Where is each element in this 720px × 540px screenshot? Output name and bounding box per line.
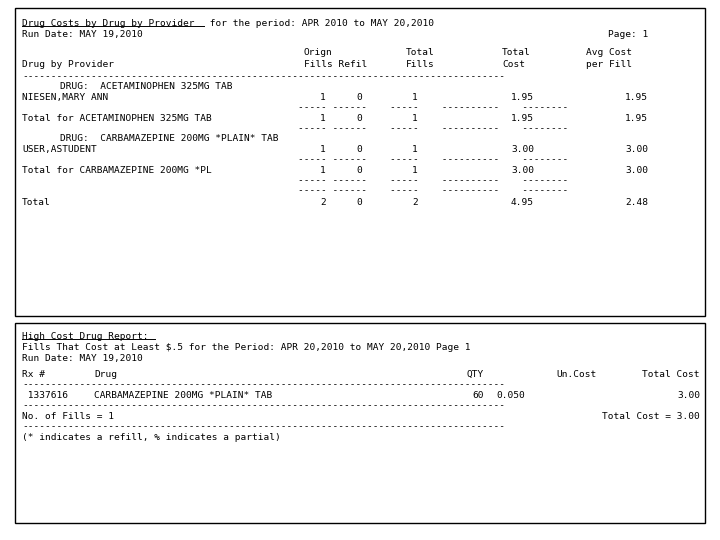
Text: Total: Total — [502, 48, 531, 57]
Text: 1: 1 — [320, 145, 326, 154]
Text: Avg Cost: Avg Cost — [586, 48, 632, 57]
Text: 0: 0 — [356, 114, 362, 123]
Text: 60: 60 — [472, 391, 484, 400]
Text: 1: 1 — [320, 114, 326, 123]
Text: Drug Costs by Drug by Provider: Drug Costs by Drug by Provider — [22, 19, 194, 28]
Text: DRUG:  ACETAMINOPHEN 325MG TAB: DRUG: ACETAMINOPHEN 325MG TAB — [60, 82, 233, 91]
Text: CARBAMAZEPINE 200MG *PLAIN* TAB: CARBAMAZEPINE 200MG *PLAIN* TAB — [94, 391, 272, 400]
Text: Fills Refil: Fills Refil — [304, 60, 367, 69]
Text: --------------------------------------------------------------------------------: ----------------------------------------… — [22, 380, 505, 389]
Text: Drug: Drug — [94, 370, 117, 379]
Bar — [15, 323, 705, 523]
Text: 1: 1 — [320, 93, 326, 102]
Text: 2: 2 — [320, 198, 326, 207]
Text: No. of Fills = 1: No. of Fills = 1 — [22, 412, 114, 421]
Text: Total for ACETAMINOPHEN 325MG TAB: Total for ACETAMINOPHEN 325MG TAB — [22, 114, 212, 123]
Text: 1: 1 — [413, 114, 418, 123]
Text: 0: 0 — [356, 93, 362, 102]
Text: Page: 1: Page: 1 — [608, 30, 648, 39]
Text: 0.050: 0.050 — [496, 391, 525, 400]
Text: 1.95: 1.95 — [511, 114, 534, 123]
Text: for the period: APR 2010 to MAY 20,2010: for the period: APR 2010 to MAY 20,2010 — [204, 19, 433, 28]
Text: NIESEN,MARY ANN: NIESEN,MARY ANN — [22, 93, 108, 102]
Text: ----- ------    -----    ----------    --------: ----- ------ ----- ---------- -------- — [298, 155, 568, 164]
Bar — [15, 8, 705, 316]
Text: Un.Cost: Un.Cost — [556, 370, 596, 379]
Text: 3.00: 3.00 — [625, 145, 648, 154]
Text: Total: Total — [406, 48, 435, 57]
Text: 1: 1 — [413, 166, 418, 175]
Text: Rx #: Rx # — [22, 370, 45, 379]
Text: Cost: Cost — [502, 60, 525, 69]
Text: 2.48: 2.48 — [625, 198, 648, 207]
Text: 1.95: 1.95 — [625, 93, 648, 102]
Text: Run Date: MAY 19,2010: Run Date: MAY 19,2010 — [22, 354, 143, 363]
Text: 3.00: 3.00 — [511, 166, 534, 175]
Text: 2: 2 — [413, 198, 418, 207]
Text: 0: 0 — [356, 166, 362, 175]
Text: 1: 1 — [413, 93, 418, 102]
Text: ----- ------    -----    ----------    --------: ----- ------ ----- ---------- -------- — [298, 176, 568, 185]
Text: Total for CARBAMAZEPINE 200MG *PL: Total for CARBAMAZEPINE 200MG *PL — [22, 166, 212, 175]
Text: --------------------------------------------------------------------------------: ----------------------------------------… — [22, 401, 505, 410]
Text: QTY: QTY — [467, 370, 484, 379]
Text: Total: Total — [22, 198, 50, 207]
Text: DRUG:  CARBAMAZEPINE 200MG *PLAIN* TAB: DRUG: CARBAMAZEPINE 200MG *PLAIN* TAB — [60, 134, 279, 143]
Text: --------------------------------------------------------------------------------: ----------------------------------------… — [22, 422, 505, 431]
Text: Fills: Fills — [406, 60, 435, 69]
Text: Total Cost = 3.00: Total Cost = 3.00 — [602, 412, 700, 421]
Text: 3.00: 3.00 — [511, 145, 534, 154]
Text: Total Cost: Total Cost — [642, 370, 700, 379]
Text: 0: 0 — [356, 145, 362, 154]
Text: Run Date: MAY 19,2010: Run Date: MAY 19,2010 — [22, 30, 143, 39]
Text: High Cost Drug Report:: High Cost Drug Report: — [22, 332, 148, 341]
Text: 3.00: 3.00 — [677, 391, 700, 400]
Text: ----- ------    -----    ----------    --------: ----- ------ ----- ---------- -------- — [298, 103, 568, 112]
Text: Orign: Orign — [304, 48, 333, 57]
Text: USER,ASTUDENT: USER,ASTUDENT — [22, 145, 96, 154]
Text: Fills That Cost at Least $.5 for the Period: APR 20,2010 to MAY 20,2010 Page 1: Fills That Cost at Least $.5 for the Per… — [22, 343, 470, 352]
Text: 1.95: 1.95 — [625, 114, 648, 123]
Text: (* indicates a refill, % indicates a partial): (* indicates a refill, % indicates a par… — [22, 433, 281, 442]
Text: Drug by Provider: Drug by Provider — [22, 60, 114, 69]
Text: ----- ------    -----    ----------    --------: ----- ------ ----- ---------- -------- — [298, 186, 568, 195]
Text: per Fill: per Fill — [586, 60, 632, 69]
Text: --------------------------------------------------------------------------------: ----------------------------------------… — [22, 72, 505, 81]
Text: 1: 1 — [320, 166, 326, 175]
Text: 0: 0 — [356, 198, 362, 207]
Text: ----- ------    -----    ----------    --------: ----- ------ ----- ---------- -------- — [298, 124, 568, 133]
Text: 3.00: 3.00 — [625, 166, 648, 175]
Text: 4.95: 4.95 — [511, 198, 534, 207]
Text: 1: 1 — [413, 145, 418, 154]
Text: 1.95: 1.95 — [511, 93, 534, 102]
Text: 1337616: 1337616 — [22, 391, 68, 400]
